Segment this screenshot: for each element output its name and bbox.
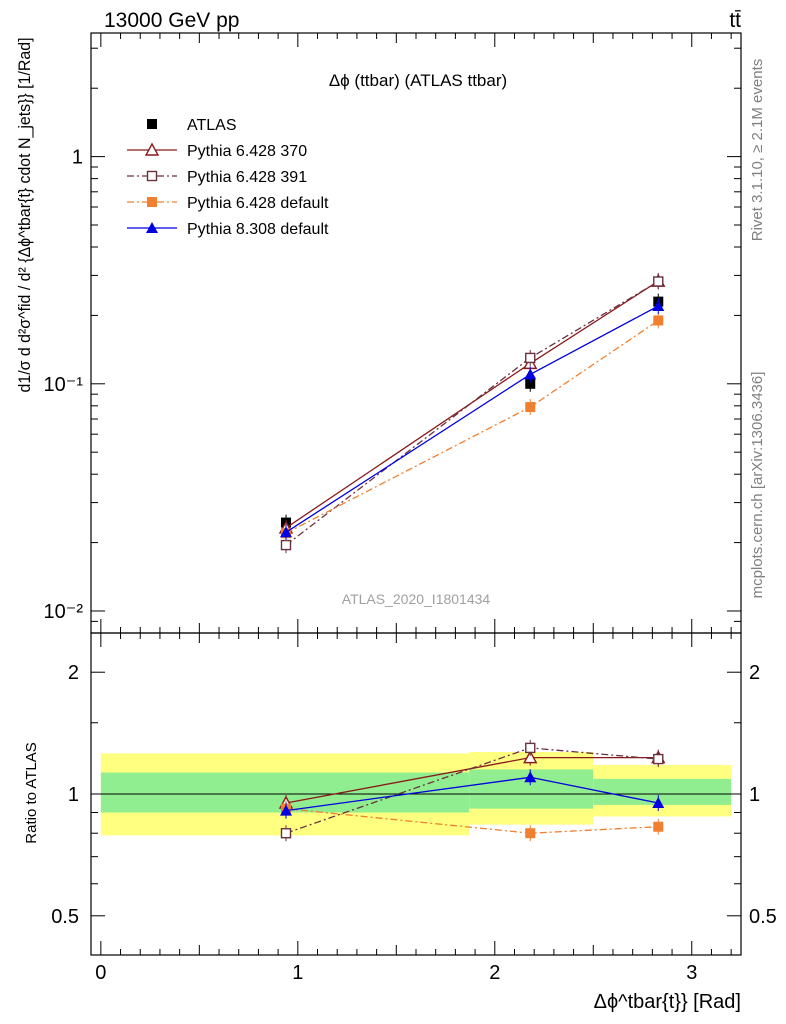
x-tick-label: 2 [489,962,500,984]
main-y-tick-label: 10⁻¹ [44,374,84,396]
ratio-y-tick-label-right: 2 [749,662,760,684]
main-point-pythia-6-428-391 [525,352,536,364]
legend-label-pythia-6-428-391: Pythia 6.428 391 [187,169,307,186]
ratio-point-pythia-6-428-370 [523,750,538,764]
ratio-uncertainty-band-inner [593,778,732,805]
legend-label-atlas: ATLAS [187,117,237,134]
legend-label-pythia-6-428-default: Pythia 6.428 default [187,195,329,212]
main-line-pythia-8-308-default [285,305,659,533]
main-y-tick-label: 1 [72,147,83,169]
header-process: tt̄ [729,9,741,32]
main-line-pythia-6-428-default [285,319,659,534]
main-point-pythia-8-308-default [652,300,665,312]
ratio-y-tick-label: 2 [68,662,79,684]
main-line-pythia-6-428-370 [285,280,659,529]
header-energy: 13000 GeV pp [104,9,239,32]
main-point-atlas [525,378,536,389]
main-point-pythia-8-308-default [524,368,537,380]
main-line-pythia-6-428-391 [285,280,659,546]
legend-marker-pythia-8-308-default [146,222,158,233]
ratio-y-axis-label: Ratio to ATLAS [23,742,40,843]
legend-label-pythia-6-428-370: Pythia 6.428 370 [187,143,307,160]
ratio-point-pythia-6-428-391 [653,753,664,765]
legend-marker-pythia-6-428-default [147,197,157,207]
main-point-pythia-6-428-default [653,315,664,326]
main-x-ticks [100,33,732,633]
ratio-point-pythia-6-428-default [653,821,664,832]
main-point-pythia-6-428-391 [280,539,292,551]
ratio-y-ticks: 0.5 0.5 1 1 2 2 [51,662,777,956]
ratio-point-pythia-6-428-391 [280,828,292,839]
ratio-y-tick-label: 1 [68,784,79,806]
ratio-bands [100,752,732,836]
ratio-y-tick-label-right: 0.5 [749,906,777,928]
side-mcplots-text: mcplots.cern.ch [arXiv:1306.3436] [749,372,766,599]
main-point-pythia-8-308-default [280,526,292,538]
legend-marker-atlas [147,119,157,129]
ratio-y-tick-label: 0.5 [51,906,79,928]
ratio-point-pythia-6-428-391 [525,742,536,754]
main-y-tick-label: 10⁻² [44,601,84,623]
main-title: Δϕ (ttbar) (ATLAS ttbar) [329,71,507,90]
main-point-pythia-6-428-391 [653,276,664,287]
ratio-panel: 0.5 0.5 1 1 2 2 0 1 2 3 Ratio to ATLAS Δϕ^tbar{t… [23,632,777,1013]
legend-marker-pythia-6-428-391 [146,170,158,182]
legend-marker-pythia-6-428-370 [144,142,160,156]
x-tick-label: 3 [686,962,697,984]
ratio-series-layer [278,739,666,842]
ratio-y-tick-label-right: 1 [749,784,760,806]
ratio-point-pythia-8-308-default [524,771,537,783]
legend-label-pythia-8-308-default: Pythia 8.308 default [187,221,329,238]
legend: ATLAS Pythia 6.428 370 Pythia 6.428 391 Pyt… [127,117,329,238]
main-panel: Δϕ (ttbar) (ATLAS ttbar) 10⁻² 10⁻¹ 1 ATLAS… [15,32,742,634]
analysis-watermark: ATLAS_2020_I1801434 [342,591,491,607]
main-series-layer [278,273,666,554]
main-y-ticks: 10⁻² 10⁻¹ 1 [44,47,741,634]
side-rivet-text: Rivet 3.1.10, ≥ 2.1M events [749,59,766,242]
x-tick-label: 1 [292,962,303,984]
main-point-pythia-6-428-default [525,402,536,413]
ratio-point-pythia-8-308-default [280,804,292,816]
x-axis-label: Δϕ^tbar{t}} [Rad] [594,991,741,1013]
ratio-x-ticks: 0 1 2 3 [95,633,732,984]
main-y-axis-label: d1/σ d d²σ^fid / d² {Δϕ^tbar{t} cdot N_j… [15,38,34,393]
x-tick-label: 0 [95,962,106,984]
ratio-point-pythia-6-428-default [525,828,536,839]
ratio-point-pythia-8-308-default [652,797,665,809]
